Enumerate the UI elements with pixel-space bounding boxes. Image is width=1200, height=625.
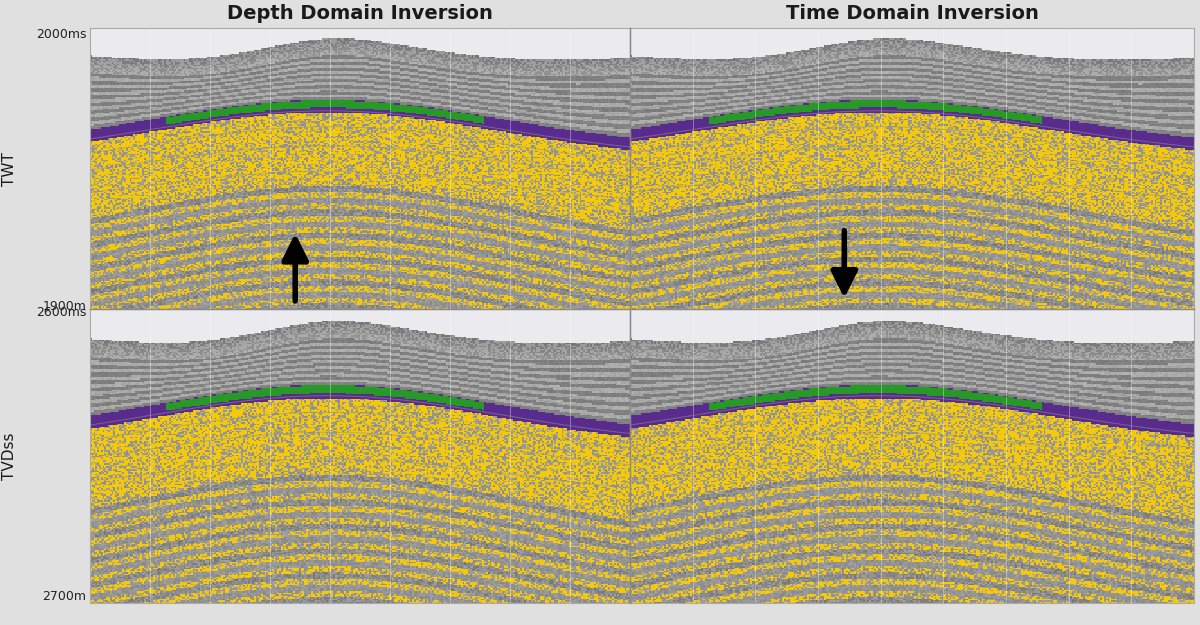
Text: Depth Domain Inversion: Depth Domain Inversion: [227, 4, 493, 23]
Text: 2600ms: 2600ms: [36, 306, 86, 319]
Text: Time Domain Inversion: Time Domain Inversion: [786, 4, 1038, 23]
Text: TVDss: TVDss: [2, 432, 17, 480]
Text: 2000ms: 2000ms: [36, 28, 86, 41]
Text: 2700m: 2700m: [42, 590, 86, 603]
Text: 1900m: 1900m: [42, 300, 86, 313]
Text: TWT: TWT: [2, 152, 17, 186]
